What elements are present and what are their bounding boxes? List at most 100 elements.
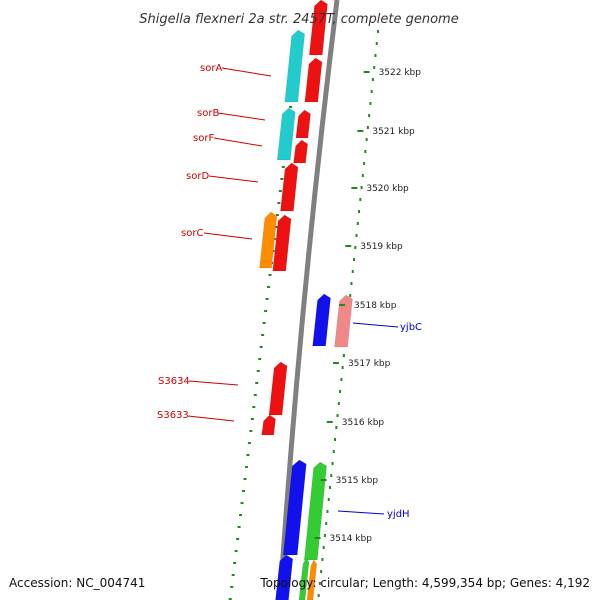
tick-mark [332, 362, 339, 364]
gc-dot [349, 294, 352, 297]
gc-dot [361, 174, 364, 177]
label-leader-line [208, 175, 259, 183]
gene-feature [293, 139, 308, 164]
tick-mark [339, 304, 346, 306]
gc-dot [242, 490, 245, 492]
gc-dot [340, 378, 343, 381]
label-leader-line [188, 380, 239, 386]
gene-label: yjbC [400, 322, 422, 333]
gene-feature [312, 293, 331, 347]
gene-feature [298, 557, 310, 600]
gc-dot [234, 550, 238, 552]
tick-mark [357, 130, 364, 132]
tick-label: 3518 kbp [354, 301, 397, 311]
gc-dot [366, 126, 369, 129]
gc-dot [265, 298, 269, 300]
gc-dot [280, 178, 284, 180]
gc-dot [261, 334, 265, 336]
tick-mark [363, 71, 370, 73]
gene-feature [282, 459, 307, 556]
tick-mark [314, 537, 321, 539]
tick-label: 3516 kbp [342, 418, 385, 428]
gene-feature [259, 211, 278, 269]
gc-dot [331, 462, 334, 465]
gc-dot [374, 54, 377, 57]
gene-feature [308, 0, 328, 56]
gene-label: yjdH [387, 509, 410, 520]
label-leader-line [352, 322, 399, 328]
tick-mark [345, 245, 352, 247]
gc-dot [243, 478, 247, 480]
gc-dot [320, 570, 323, 573]
gc-dot [244, 466, 248, 468]
gc-dot [252, 406, 256, 408]
gc-dot [239, 514, 243, 516]
topology-text: Topology: circular; Length: 4,599,354 bp… [260, 576, 590, 590]
gc-dot [258, 358, 262, 360]
gc-dot [375, 42, 378, 45]
label-leader-line [213, 137, 263, 147]
gene-label: sorD [186, 171, 209, 182]
gc-dot [373, 66, 376, 69]
gc-dot [330, 474, 333, 477]
gc-dot [267, 286, 271, 288]
gc-dot [326, 510, 329, 513]
gc-dot [278, 190, 282, 192]
gc-dot [289, 106, 293, 108]
gc-dot [360, 186, 363, 189]
gc-dot [370, 90, 373, 93]
tick-mark [320, 479, 327, 481]
gc-dot [318, 582, 321, 585]
label-leader-line [337, 510, 385, 515]
tick-label: 3520 kbp [366, 184, 409, 194]
gene-feature [295, 109, 311, 139]
gene-features [259, 0, 353, 600]
gene-label: sorB [197, 108, 219, 119]
gc-dot [354, 246, 357, 249]
gc-dot [237, 526, 241, 528]
gc-dot [363, 162, 366, 165]
gc-dot [275, 214, 279, 216]
gc-dot [337, 402, 340, 405]
gc-dot [334, 438, 337, 441]
tick-label: 3514 kbp [330, 534, 373, 544]
gc-dot [364, 150, 367, 153]
label-leader-line [217, 112, 266, 121]
scale-ticks: 3522 kbp 3521 kbp 3520 kbp 3519 kbp 3518 kbp… [314, 68, 421, 544]
gc-dot [332, 450, 335, 453]
gene-label: S3634 [158, 376, 190, 387]
gc-dot [277, 202, 281, 204]
gc-dot [262, 322, 266, 324]
gc-dot [250, 418, 254, 420]
gc-dot [369, 102, 372, 105]
gene-feature [304, 461, 327, 561]
gene-feature [334, 294, 353, 348]
gc-dot [327, 498, 330, 501]
gc-dot [236, 538, 240, 540]
gene-feature [275, 554, 294, 600]
gene-feature [277, 107, 296, 161]
gene-labels: sorA sorB sorF sorD sorC yjbC S3634 S3633 yjdH [157, 63, 422, 520]
gene-feature [272, 214, 292, 272]
gc-dot [353, 258, 355, 261]
gc-dot [246, 454, 250, 456]
gc-dot [256, 370, 260, 372]
gene-label: S3633 [157, 410, 189, 421]
accession-text: Accession: NC_004741 [9, 576, 146, 590]
gc-dot [255, 382, 259, 384]
gene-feature [306, 559, 318, 600]
gc-dot [350, 282, 353, 285]
genome-backbone [277, 0, 340, 600]
label-leader-line [203, 232, 253, 240]
gene-label: sorF [193, 133, 214, 144]
gc-dot [368, 114, 371, 117]
gc-dot [264, 310, 268, 312]
gene-feature [284, 29, 305, 103]
gene-label: sorA [200, 63, 222, 74]
tick-mark [351, 187, 358, 189]
gc-dot [240, 502, 244, 504]
tick-label: 3519 kbp [360, 242, 403, 252]
gene-feature [280, 162, 299, 212]
gene-feature [304, 57, 323, 103]
